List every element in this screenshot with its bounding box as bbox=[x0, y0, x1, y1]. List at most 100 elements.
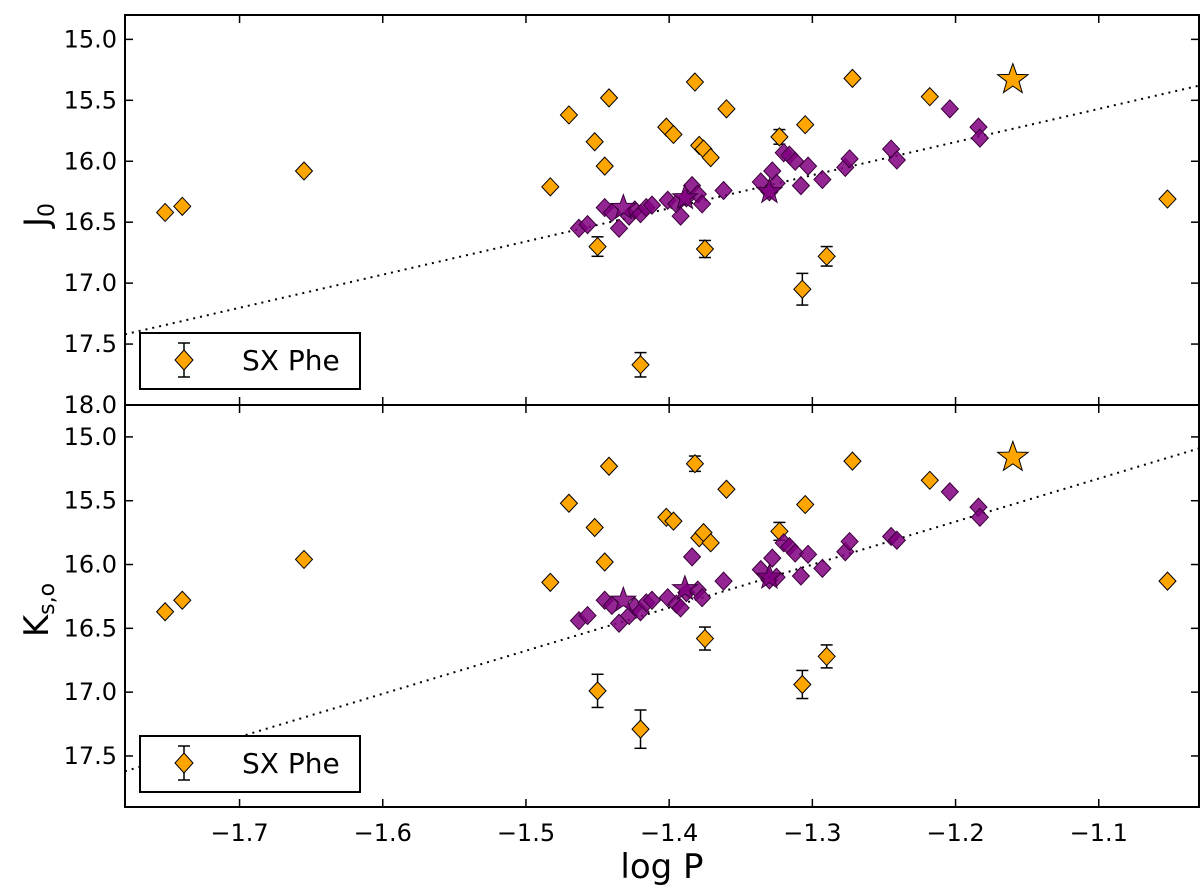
bottom-purple-point bbox=[578, 605, 597, 626]
bottom-ytick-label: 17.5 bbox=[64, 742, 117, 770]
bottom-fit-line bbox=[125, 447, 1199, 773]
top-purple-star-point bbox=[755, 177, 784, 204]
top-sxphe-point bbox=[599, 88, 619, 108]
top-ytick-label: 16.0 bbox=[64, 147, 117, 175]
bottom-xtick-label: −1.3 bbox=[783, 819, 841, 847]
bottom-sxphe-point bbox=[695, 628, 715, 649]
bottom-sxphe-point bbox=[843, 451, 862, 471]
top-sxphe-point bbox=[1158, 189, 1177, 209]
top-purple-point bbox=[791, 175, 811, 196]
bottom-purple-point bbox=[785, 543, 805, 563]
top-purple-star-point bbox=[609, 193, 638, 220]
bottom-sxphe-point bbox=[294, 549, 314, 570]
bottom-y-axis-title: Ks,o bbox=[17, 583, 60, 637]
top-sxphe-point bbox=[541, 177, 560, 197]
bottom-ytick-label: 17.0 bbox=[64, 678, 117, 706]
bottom-purple-star-point bbox=[609, 585, 638, 612]
top-sxphe-point bbox=[294, 161, 314, 181]
bottom-purple-point bbox=[798, 544, 818, 565]
top-purple-point bbox=[887, 150, 907, 170]
top-data-marks bbox=[155, 62, 1177, 378]
bottom-xtick-label: −1.6 bbox=[354, 819, 412, 847]
top-sxphe-point bbox=[770, 127, 789, 147]
bottom-sxphe-point bbox=[631, 719, 650, 739]
bottom-sxphe-point bbox=[685, 453, 705, 474]
bottom-fit-line-group bbox=[125, 447, 1199, 773]
bottom-xtick-label: −1.5 bbox=[497, 819, 555, 847]
x-axis-title: log P bbox=[620, 847, 703, 887]
bottom-ytick-label: 16.5 bbox=[64, 614, 117, 642]
top-purple-point bbox=[970, 128, 990, 148]
top-purple-point bbox=[940, 99, 960, 119]
top-sxphe-point bbox=[843, 68, 862, 89]
bottom-sxphe-point bbox=[595, 552, 614, 572]
bottom-sxphe-point bbox=[541, 572, 560, 593]
bottom-purple-point bbox=[671, 598, 690, 618]
top-purple-point bbox=[609, 218, 629, 239]
bottom-plot-frame bbox=[124, 404, 1200, 808]
top-y-axis-title: J0 bbox=[17, 203, 60, 229]
top-sxphe-point bbox=[920, 86, 939, 107]
top-purple-point bbox=[692, 194, 712, 214]
top-purple-point bbox=[714, 180, 733, 201]
bottom-sxphe-point bbox=[155, 602, 175, 622]
bottom-purple-point bbox=[970, 507, 990, 528]
top-fit-line bbox=[125, 84, 1199, 336]
top-sxphe-point bbox=[717, 99, 736, 119]
bottom-purple-point bbox=[642, 590, 662, 610]
bottom-purple-point bbox=[887, 530, 907, 551]
bottom-purple-point bbox=[813, 558, 832, 579]
bottom-purple-point bbox=[791, 566, 811, 586]
bottom-sxphe-point bbox=[796, 494, 815, 515]
top-sxphe-point bbox=[585, 132, 604, 152]
bottom-legend-label: SX Phe bbox=[242, 747, 340, 780]
top-sxphe-point bbox=[796, 114, 815, 135]
bottom-sxphe-point bbox=[817, 646, 836, 667]
bottom-sxphe-point bbox=[585, 517, 604, 538]
bottom-xtick-label: −1.1 bbox=[1070, 819, 1128, 847]
top-sxphe-point bbox=[664, 124, 683, 145]
bottom-sxphe-point bbox=[717, 479, 736, 499]
top-ytick-label: 17.5 bbox=[64, 330, 117, 358]
top-sxphe-point bbox=[685, 72, 705, 92]
bottom-sxphe-point bbox=[173, 590, 192, 610]
top-sxphe-point bbox=[701, 147, 720, 168]
bottom-purple-point bbox=[714, 571, 733, 591]
bottom-ytick-label: 15.5 bbox=[64, 487, 117, 515]
bottom-sxphe-point bbox=[1158, 571, 1177, 591]
bottom-purple-point bbox=[940, 482, 960, 502]
bottom-sxphe-point bbox=[599, 456, 619, 476]
bottom-xtick-label: −1.2 bbox=[926, 819, 984, 847]
bottom-orange-star-point bbox=[996, 439, 1030, 472]
top-legend: SX Phe bbox=[139, 332, 361, 390]
top-sxphe-point bbox=[595, 156, 614, 176]
top-ytick-label: 16.5 bbox=[64, 208, 117, 236]
top-ytick-label: 17.0 bbox=[64, 269, 117, 297]
top-purple-point bbox=[578, 214, 597, 235]
bottom-ytick-label: 16.0 bbox=[64, 551, 117, 579]
bottom-purple-point bbox=[602, 595, 622, 616]
top-purple-point bbox=[798, 156, 818, 176]
top-purple-point bbox=[813, 169, 832, 190]
bottom-sxphe-point bbox=[559, 493, 579, 513]
bottom-sxphe-point bbox=[664, 511, 683, 531]
bottom-ytick-label: 15.0 bbox=[64, 423, 117, 451]
bottom-sxphe-point bbox=[793, 674, 812, 695]
bottom-purple-point bbox=[840, 531, 859, 552]
bottom-xtick-label: −1.4 bbox=[640, 819, 698, 847]
bottom-purple-point bbox=[692, 587, 712, 608]
top-orange-star-point bbox=[996, 62, 1030, 94]
bottom-data-marks bbox=[155, 439, 1177, 750]
bottom-legend: SX Phe bbox=[139, 735, 361, 793]
top-sxphe-point bbox=[588, 236, 607, 257]
top-sxphe-point bbox=[631, 355, 650, 375]
top-legend-label: SX Phe bbox=[242, 344, 340, 377]
top-sxphe-point bbox=[695, 239, 715, 259]
top-axis-ticks: 15.0 15.5 16.0 16.5 17.0 17.5 18.0 bbox=[64, 15, 1199, 419]
top-ytick-label: 15.0 bbox=[64, 25, 117, 53]
top-fit-line-group bbox=[125, 84, 1199, 336]
top-purple-star-point bbox=[671, 183, 699, 210]
top-ytick-label: 18.0 bbox=[64, 391, 117, 419]
top-legend-diamond-icon bbox=[174, 349, 194, 371]
